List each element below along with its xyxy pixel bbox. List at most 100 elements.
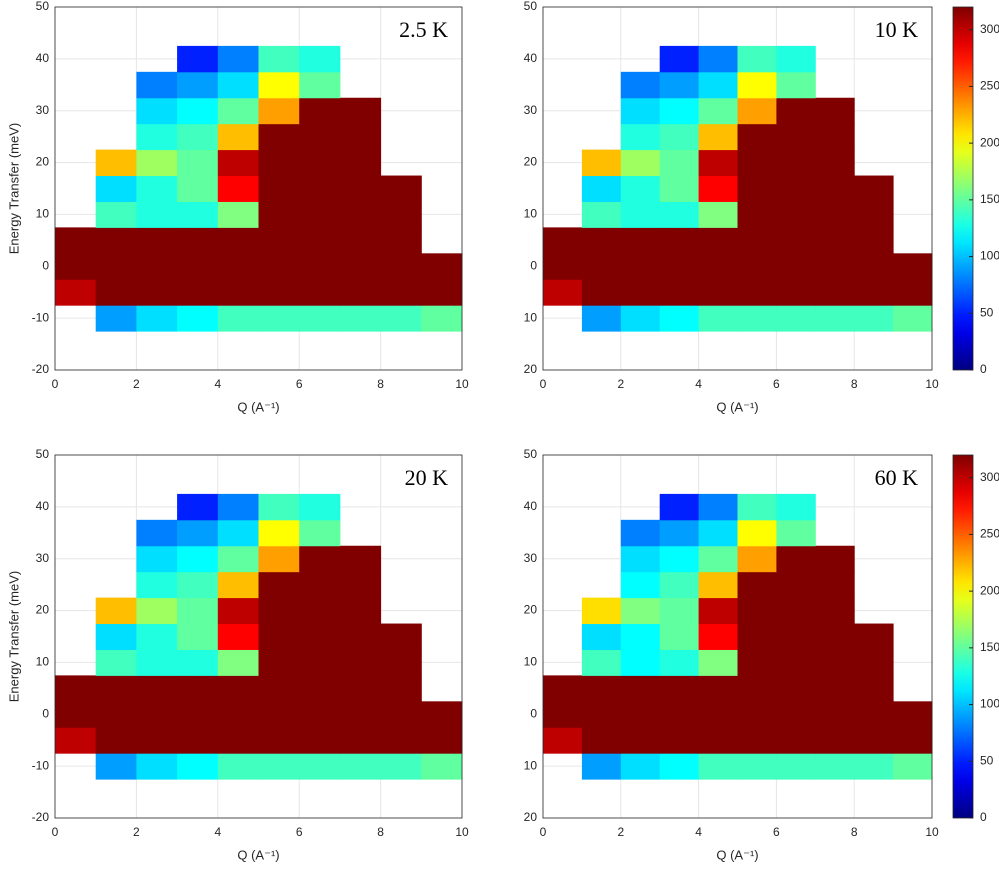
heat-cell: [339, 97, 382, 125]
heat-cell: [217, 649, 259, 676]
heat-cell: [217, 727, 259, 754]
heat-cell: [177, 675, 219, 702]
heat-cell: [659, 623, 700, 650]
heat-cell: [217, 305, 259, 332]
heat-cell: [299, 519, 341, 547]
heat-cell: [258, 97, 300, 125]
colorbar-tick-label: 0: [980, 362, 987, 376]
heat-cell: [815, 545, 855, 573]
heat-cell: [299, 71, 341, 99]
heat-cell: [659, 649, 700, 676]
x-axis-label: Q (A⁻¹): [237, 399, 279, 414]
colorbar: [952, 454, 974, 819]
x-tick-label: 4: [214, 377, 221, 391]
heat-cell: [258, 727, 300, 754]
heat-cell: [136, 71, 178, 99]
heat-cell: [581, 649, 622, 676]
heat-cell: [217, 71, 259, 99]
heat-cell: [258, 545, 300, 573]
heat-cell: [55, 727, 97, 754]
heat-cell: [776, 727, 816, 754]
heat-cell: [258, 701, 300, 728]
heat-cell: [776, 175, 816, 202]
y-tick-label: 10: [524, 207, 538, 221]
x-tick-label: 0: [540, 377, 547, 391]
y-tick-label: -20: [32, 362, 50, 376]
heat-cell: [581, 597, 622, 625]
heat-cell: [258, 253, 300, 280]
heat-cell: [421, 253, 463, 280]
heat-cell: [698, 623, 738, 650]
heat-cell: [659, 305, 700, 332]
y-tick-label: 0: [530, 258, 537, 272]
heat-cell: [421, 727, 463, 754]
heat-cell: [339, 175, 382, 202]
heat-cell: [380, 727, 422, 754]
heat-cell: [620, 571, 661, 599]
heat-cell: [659, 227, 700, 254]
heat-cell: [815, 571, 855, 599]
heat-cell: [737, 753, 777, 780]
heat-cell: [217, 519, 259, 547]
x-tick-label: 6: [296, 377, 303, 391]
heat-cell: [421, 701, 463, 728]
y-tick-label: 40: [524, 499, 538, 513]
heat-cell: [299, 727, 341, 754]
heat-cell: [659, 597, 700, 625]
heat-cell: [258, 753, 300, 780]
heat-cell: [698, 519, 738, 547]
heat-cell: [737, 201, 777, 228]
heat-cell: [299, 649, 341, 676]
heat-cell: [258, 71, 300, 99]
heat-cell: [581, 623, 622, 650]
heat-cell: [815, 623, 855, 650]
heat-cell: [217, 45, 259, 73]
heat-cell: [177, 623, 219, 650]
heat-cell: [815, 753, 855, 780]
heat-cell: [136, 753, 178, 780]
heat-cell: [299, 253, 341, 280]
heat-cell: [136, 279, 178, 306]
heat-cell: [339, 727, 382, 754]
heat-cell: [620, 149, 661, 177]
heat-cell: [737, 597, 777, 625]
heat-cell: [620, 597, 661, 625]
x-tick-label: 4: [695, 825, 702, 839]
heat-cell: [339, 649, 382, 676]
heat-cell: [893, 701, 933, 728]
y-tick-label: -10: [32, 758, 50, 772]
heat-cell: [659, 701, 700, 728]
heat-cell: [217, 675, 259, 702]
heat-cell: [815, 279, 855, 306]
axes-box: [54, 6, 463, 371]
heat-cell: [698, 753, 738, 780]
heat-cell: [95, 753, 137, 780]
heat-cell: [737, 253, 777, 280]
heat-cell: [737, 623, 777, 650]
heat-cell: [854, 701, 894, 728]
heat-cell: [776, 149, 816, 177]
heat-cell: [698, 201, 738, 228]
heat-cell: [737, 71, 777, 99]
heat-cell: [659, 253, 700, 280]
heat-cell: [893, 753, 933, 780]
heat-cell: [815, 175, 855, 202]
y-tick-label: -20: [32, 810, 50, 824]
heat-cell: [815, 97, 855, 125]
heat-cell: [698, 571, 738, 599]
heat-cell: [737, 175, 777, 202]
heat-cell: [136, 545, 178, 573]
heat-cell: [581, 227, 622, 254]
heat-cell: [620, 727, 661, 754]
x-tick-label: 6: [296, 825, 303, 839]
heat-cell: [217, 753, 259, 780]
y-tick-label: 40: [36, 51, 50, 65]
heat-cell: [737, 545, 777, 573]
heat-cell: [339, 701, 382, 728]
heat-cell: [893, 727, 933, 754]
heat-cell: [581, 675, 622, 702]
heat-cell: [95, 727, 137, 754]
heat-cell: [95, 649, 137, 676]
heat-cell: [698, 493, 738, 521]
